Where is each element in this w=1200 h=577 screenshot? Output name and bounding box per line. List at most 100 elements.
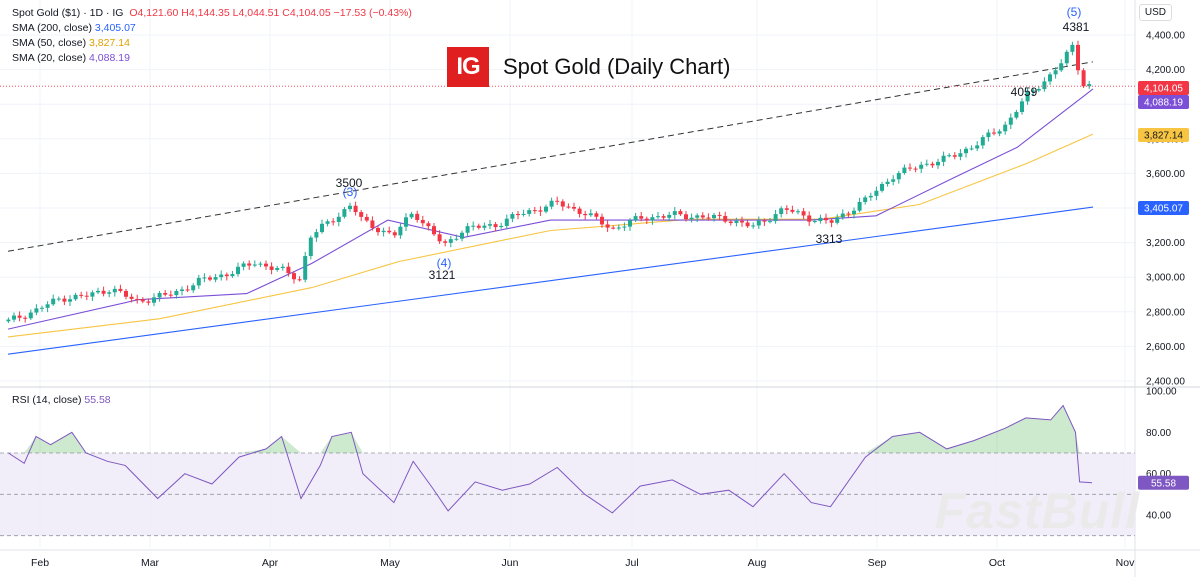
candle-body bbox=[314, 232, 319, 238]
sma20-value: 4,088.19 bbox=[89, 52, 130, 64]
candle-body bbox=[880, 184, 884, 191]
candle-body bbox=[756, 220, 761, 226]
candle-body bbox=[331, 221, 336, 223]
annotation-3313: 3313 bbox=[816, 232, 843, 246]
candle-body bbox=[465, 226, 470, 233]
candle-body bbox=[538, 210, 543, 212]
candle-body bbox=[196, 277, 201, 286]
candle-body bbox=[308, 237, 313, 257]
watermark: FastBull bbox=[934, 483, 1140, 539]
price-tick-label: 4,400.00 bbox=[1146, 31, 1185, 42]
candle-body bbox=[303, 256, 308, 280]
candle-body bbox=[252, 264, 257, 266]
candle-body bbox=[191, 285, 196, 291]
candle-body bbox=[751, 225, 756, 227]
currency-button[interactable]: USD bbox=[1138, 4, 1172, 21]
candle-body bbox=[745, 222, 750, 227]
candle-body bbox=[896, 173, 901, 180]
rsi-value-badge-label: 55.58 bbox=[1151, 478, 1176, 489]
candle-body bbox=[594, 213, 599, 217]
candle-body bbox=[6, 319, 11, 322]
candle-body bbox=[415, 213, 420, 220]
candle-body bbox=[656, 216, 660, 218]
price-axis-badge bbox=[1138, 81, 1189, 95]
candle-body bbox=[863, 197, 868, 202]
candle-body bbox=[28, 312, 33, 319]
candle-body bbox=[280, 266, 285, 268]
candle-body bbox=[124, 290, 128, 297]
time-tick-label: May bbox=[380, 557, 401, 569]
sma200-line bbox=[7, 206, 1094, 355]
candle-body bbox=[544, 206, 548, 212]
rsi-overbought-fill bbox=[24, 405, 1080, 453]
candle-body bbox=[874, 190, 879, 196]
annotation-4381: 4381 bbox=[1063, 20, 1090, 34]
candle-body bbox=[320, 223, 324, 233]
candle-body bbox=[583, 213, 588, 216]
candle-body bbox=[728, 221, 733, 224]
candle-body bbox=[924, 163, 929, 165]
candle-body bbox=[353, 205, 358, 213]
rsi-tick-label: 100.00 bbox=[1146, 387, 1177, 398]
wave-label-4: (4) bbox=[437, 256, 452, 270]
ohlc-values: O4,121.60 H4,144.35 L4,044.51 C4,104.05 … bbox=[129, 7, 412, 19]
candle-body bbox=[700, 215, 705, 218]
candle-body bbox=[325, 221, 330, 224]
sma50-label: SMA (50, close) bbox=[12, 37, 87, 49]
candle-body bbox=[913, 168, 918, 170]
candle-body bbox=[482, 225, 487, 228]
chart-title-block: IG Spot Gold (Daily Chart) bbox=[447, 47, 730, 87]
time-tick-label: Mar bbox=[141, 557, 160, 569]
candle-body bbox=[566, 206, 571, 208]
candle-body bbox=[650, 217, 655, 221]
rsi-legend: RSI (14, close) 55.58 bbox=[12, 394, 111, 406]
rsi-tick-label: 40.00 bbox=[1146, 511, 1171, 522]
candle-body bbox=[1031, 90, 1036, 92]
candle-body bbox=[112, 288, 117, 293]
candle-body bbox=[241, 263, 246, 267]
candle-body bbox=[969, 148, 974, 150]
annotation-3121: 3121 bbox=[429, 268, 456, 282]
price-tick-label: 2,400.00 bbox=[1146, 377, 1185, 388]
time-tick-label: Jun bbox=[502, 557, 519, 569]
candle-body bbox=[202, 277, 207, 279]
candle-body bbox=[639, 216, 644, 219]
sma20-label: SMA (20, close) bbox=[12, 52, 87, 64]
candle-body bbox=[941, 155, 946, 162]
candle-body bbox=[376, 227, 380, 233]
candle-body bbox=[152, 297, 156, 303]
candle-body bbox=[908, 167, 912, 169]
sma50-line bbox=[7, 133, 1094, 338]
candle-body bbox=[443, 241, 448, 243]
candle-body bbox=[157, 293, 162, 298]
candle-body bbox=[510, 214, 515, 219]
candle-body bbox=[549, 200, 554, 207]
candle-body bbox=[768, 221, 772, 223]
price-tick-label: 3,600.00 bbox=[1146, 169, 1185, 180]
candle-body bbox=[460, 232, 464, 239]
price-axis-badge-label: 3,405.07 bbox=[1144, 204, 1183, 215]
candle-body bbox=[409, 213, 414, 218]
candle-body bbox=[96, 290, 100, 293]
candle-body bbox=[852, 210, 856, 215]
time-tick-label: Nov bbox=[1116, 557, 1135, 569]
candle-body bbox=[555, 200, 560, 202]
candle-body bbox=[1003, 124, 1008, 132]
rsi-tick-label: 80.00 bbox=[1146, 428, 1171, 439]
candle-body bbox=[801, 211, 806, 216]
price-tick-label: 2,600.00 bbox=[1146, 342, 1185, 353]
candle-body bbox=[493, 224, 498, 228]
candle-body bbox=[997, 131, 1002, 134]
candle-body bbox=[628, 220, 632, 227]
candle-body bbox=[992, 132, 996, 134]
wave-label-3: (3) bbox=[343, 185, 358, 199]
candle-body bbox=[818, 217, 823, 221]
time-tick-label: Sep bbox=[868, 557, 887, 569]
candle-body bbox=[1087, 84, 1092, 87]
sma200-label: SMA (200, close) bbox=[12, 22, 92, 34]
candle-body bbox=[919, 164, 924, 169]
candle-body bbox=[532, 210, 537, 212]
sma50-value: 3,827.14 bbox=[89, 37, 130, 49]
candle-body bbox=[633, 216, 638, 221]
